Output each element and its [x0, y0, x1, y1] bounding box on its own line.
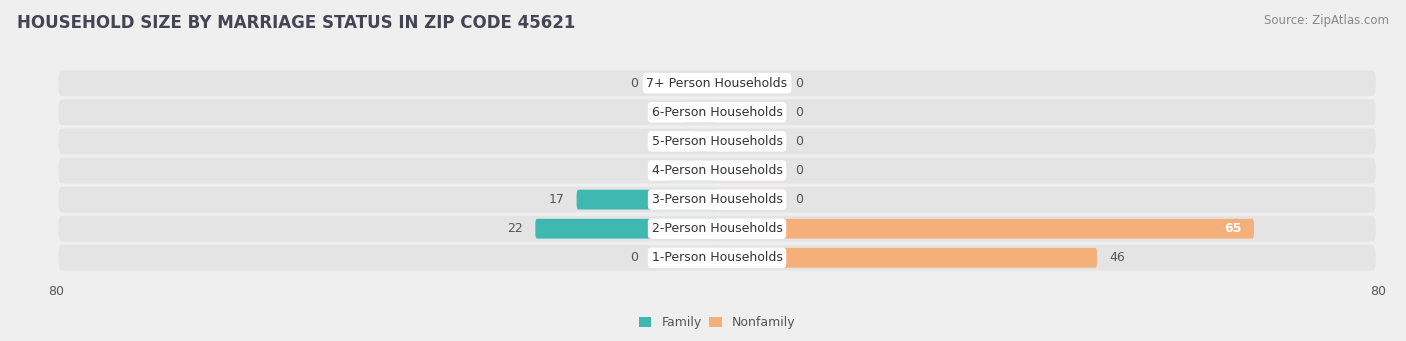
- Text: 2-Person Households: 2-Person Households: [651, 222, 783, 235]
- FancyBboxPatch shape: [651, 248, 717, 268]
- Text: 1-Person Households: 1-Person Households: [651, 251, 783, 264]
- FancyBboxPatch shape: [58, 187, 1376, 212]
- FancyBboxPatch shape: [717, 73, 783, 93]
- Text: 0: 0: [796, 135, 804, 148]
- FancyBboxPatch shape: [576, 190, 717, 209]
- FancyBboxPatch shape: [668, 161, 717, 180]
- FancyBboxPatch shape: [717, 161, 783, 180]
- Text: 0: 0: [630, 77, 638, 90]
- Text: 17: 17: [548, 193, 564, 206]
- FancyBboxPatch shape: [58, 70, 1376, 96]
- Text: 6-Person Households: 6-Person Households: [651, 106, 783, 119]
- Text: 4-Person Households: 4-Person Households: [651, 164, 783, 177]
- Text: 3-Person Households: 3-Person Households: [651, 193, 783, 206]
- FancyBboxPatch shape: [717, 219, 1254, 239]
- FancyBboxPatch shape: [58, 129, 1376, 154]
- Text: 0: 0: [630, 251, 638, 264]
- FancyBboxPatch shape: [692, 132, 717, 151]
- FancyBboxPatch shape: [536, 219, 717, 239]
- Text: 46: 46: [1109, 251, 1125, 264]
- FancyBboxPatch shape: [58, 216, 1376, 241]
- Text: Source: ZipAtlas.com: Source: ZipAtlas.com: [1264, 14, 1389, 27]
- FancyBboxPatch shape: [717, 190, 783, 209]
- Text: 0: 0: [796, 106, 804, 119]
- Text: 0: 0: [796, 164, 804, 177]
- Text: 0: 0: [796, 193, 804, 206]
- FancyBboxPatch shape: [717, 248, 1097, 268]
- FancyBboxPatch shape: [58, 245, 1376, 271]
- Text: 5-Person Households: 5-Person Households: [651, 135, 783, 148]
- Text: HOUSEHOLD SIZE BY MARRIAGE STATUS IN ZIP CODE 45621: HOUSEHOLD SIZE BY MARRIAGE STATUS IN ZIP…: [17, 14, 575, 32]
- FancyBboxPatch shape: [717, 132, 783, 151]
- FancyBboxPatch shape: [685, 102, 717, 122]
- Text: 3: 3: [672, 135, 681, 148]
- Text: 22: 22: [508, 222, 523, 235]
- FancyBboxPatch shape: [717, 102, 783, 122]
- Legend: Family, Nonfamily: Family, Nonfamily: [634, 311, 800, 335]
- Text: 0: 0: [796, 77, 804, 90]
- FancyBboxPatch shape: [58, 100, 1376, 125]
- Text: 65: 65: [1225, 222, 1241, 235]
- Text: 7+ Person Households: 7+ Person Households: [647, 77, 787, 90]
- FancyBboxPatch shape: [651, 73, 717, 93]
- Text: 6: 6: [647, 164, 655, 177]
- FancyBboxPatch shape: [58, 158, 1376, 183]
- Text: 4: 4: [664, 106, 672, 119]
